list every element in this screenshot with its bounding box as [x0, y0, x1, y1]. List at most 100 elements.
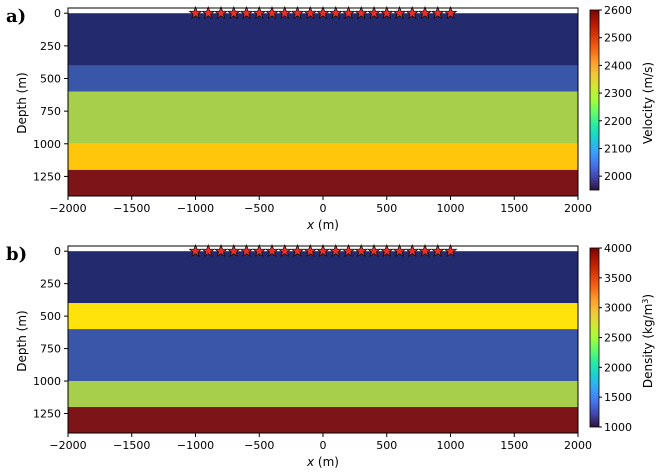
x-ticks-b: −2000 −1500 −1000 −500 0 500 1000 1500 2000: [49, 433, 592, 452]
source-star-a-9: [290, 5, 305, 20]
x-tick-label-a: 500: [376, 202, 397, 215]
x-tick-label-a: −500: [244, 202, 274, 215]
colorbar-tick-label-b: 3500: [604, 272, 632, 285]
source-star-b-12: [328, 243, 343, 258]
colorbar-tick-label-a: 2600: [604, 4, 632, 17]
x-tick-label-a: 0: [320, 202, 327, 215]
source-star-a-20: [430, 5, 445, 20]
x-tick-label-b: −500: [244, 439, 274, 452]
y-tick-label-b: 750: [40, 343, 61, 356]
y-axis-label-b: Depth (m): [15, 310, 29, 371]
x-tick-label-b: −1500: [113, 439, 150, 452]
colorbar-gradient-a: [589, 9, 600, 191]
colorbar-tick-label-b: 1500: [604, 391, 632, 404]
source-star-a-13: [341, 5, 356, 20]
colorbar-tick-label-b: 1000: [604, 421, 632, 434]
source-star-a-14: [354, 5, 369, 20]
layer-a-4: [68, 143, 578, 170]
source-star-b-4: [226, 243, 241, 258]
source-star-a-21: [443, 5, 458, 20]
colorbar-label-b-main: Density (kg/m: [641, 304, 655, 388]
layer-a-2: [68, 65, 578, 92]
source-star-a-3: [214, 5, 228, 20]
source-star-b-13: [341, 243, 356, 258]
colorbar-tick-label-b: 2500: [604, 332, 632, 345]
source-star-a-5: [239, 5, 254, 20]
colorbar-tick-label-a: 2300: [604, 87, 632, 100]
y-tick-label-a: 750: [40, 105, 61, 118]
source-star-b-10: [303, 243, 318, 258]
y-tick-label-b: 0: [54, 245, 61, 258]
y-tick-label-a: 0: [54, 7, 61, 20]
layer-b-1: [68, 251, 578, 304]
x-axis-label-b: x (m): [306, 455, 339, 469]
colorbar-tick-label-b: 2000: [604, 361, 632, 374]
y-tick-label-b: 500: [40, 310, 61, 323]
layer-b-5: [68, 407, 578, 433]
plot-area-a: [67, 5, 579, 197]
colorbar-tick-label-a: 2000: [604, 170, 632, 183]
source-star-b-8: [277, 243, 292, 258]
plot-area-b: [67, 243, 579, 434]
x-ticks-a: −2000 −1500 −1000 −500 0 500 1000 1500 2000: [49, 196, 592, 215]
source-star-b-17: [392, 243, 407, 258]
colorbar-label-b: Density (kg/m3): [641, 294, 656, 388]
x-tick-label-a: 2000: [564, 202, 592, 215]
source-star-b-14: [354, 243, 369, 258]
y-tick-label-b: 1250: [33, 408, 61, 421]
source-star-b-15: [367, 243, 381, 258]
colorbar-tick-label-a: 2500: [604, 32, 632, 45]
y-axis-label-a: Depth (m): [15, 72, 29, 133]
colorbar-label-b-end: ): [641, 294, 655, 299]
x-tick-label-a: −2000: [49, 202, 86, 215]
source-star-b-19: [418, 243, 432, 258]
colorbar-tick-label-b: 3000: [604, 302, 632, 315]
panel-label-a: a): [6, 6, 26, 27]
x-tick-label-a: −1500: [113, 202, 150, 215]
x-axis-label-var-b: x: [306, 455, 315, 469]
x-tick-label-a: 1500: [500, 202, 528, 215]
layer-b-4: [68, 381, 578, 408]
y-tick-label-a: 250: [40, 40, 61, 53]
source-star-a-17: [392, 5, 407, 20]
layer-b-3: [68, 329, 578, 382]
x-axis-label-unit-b: (m): [314, 455, 339, 469]
y-tick-label-a: 500: [40, 73, 61, 86]
source-star-b-5: [239, 243, 254, 258]
panel-b: b) −2000 −1500 −1000 −500 0 500 1000 1500 2000 0…: [6, 242, 655, 469]
source-star-a-6: [252, 5, 267, 20]
source-star-b-6: [252, 243, 267, 258]
y-tick-label-a: 1000: [33, 138, 61, 151]
x-tick-label-a: 1000: [437, 202, 465, 215]
y-tick-label-b: 1000: [33, 375, 61, 388]
colorbar-tick-label-b: 4000: [604, 242, 632, 255]
y-ticks-b: 0 250 500 750 1000 1250: [33, 245, 68, 421]
x-tick-label-b: 1000: [437, 439, 465, 452]
x-tick-label-b: −2000: [49, 439, 86, 452]
source-star-a-18: [405, 5, 420, 20]
colorbar-tick-label-a: 2100: [604, 142, 632, 155]
layer-a-5: [68, 169, 578, 196]
x-tick-label-b: 2000: [564, 439, 592, 452]
source-star-b-9: [290, 243, 305, 258]
colorbar-b: 1000 1500 2000 2500 3000 3500 4000: [589, 242, 632, 434]
source-star-a-7: [265, 5, 279, 20]
y-tick-label-b: 250: [40, 278, 61, 291]
source-star-b-7: [265, 243, 279, 258]
y-ticks-a: 0 250 500 750 1000 1250: [33, 7, 68, 183]
colorbar-a: 2000 2100 2200 2300 2400 2500 2600: [589, 4, 632, 191]
source-star-a-2: [201, 5, 216, 20]
source-star-a-15: [367, 5, 381, 20]
x-tick-label-b: 0: [320, 439, 327, 452]
x-tick-label-b: 1500: [500, 439, 528, 452]
colorbar-label-a: Velocity (m/s): [641, 62, 655, 144]
source-star-a-4: [226, 5, 241, 20]
source-star-a-19: [418, 5, 432, 20]
colorbar-tick-label-a: 2200: [604, 115, 632, 128]
source-star-b-20: [430, 243, 445, 258]
x-axis-label-a: x (m): [306, 218, 339, 232]
x-tick-label-a: −1000: [177, 202, 214, 215]
x-tick-label-b: 500: [376, 439, 397, 452]
source-star-a-16: [379, 5, 394, 20]
x-tick-label-b: −1000: [177, 439, 214, 452]
